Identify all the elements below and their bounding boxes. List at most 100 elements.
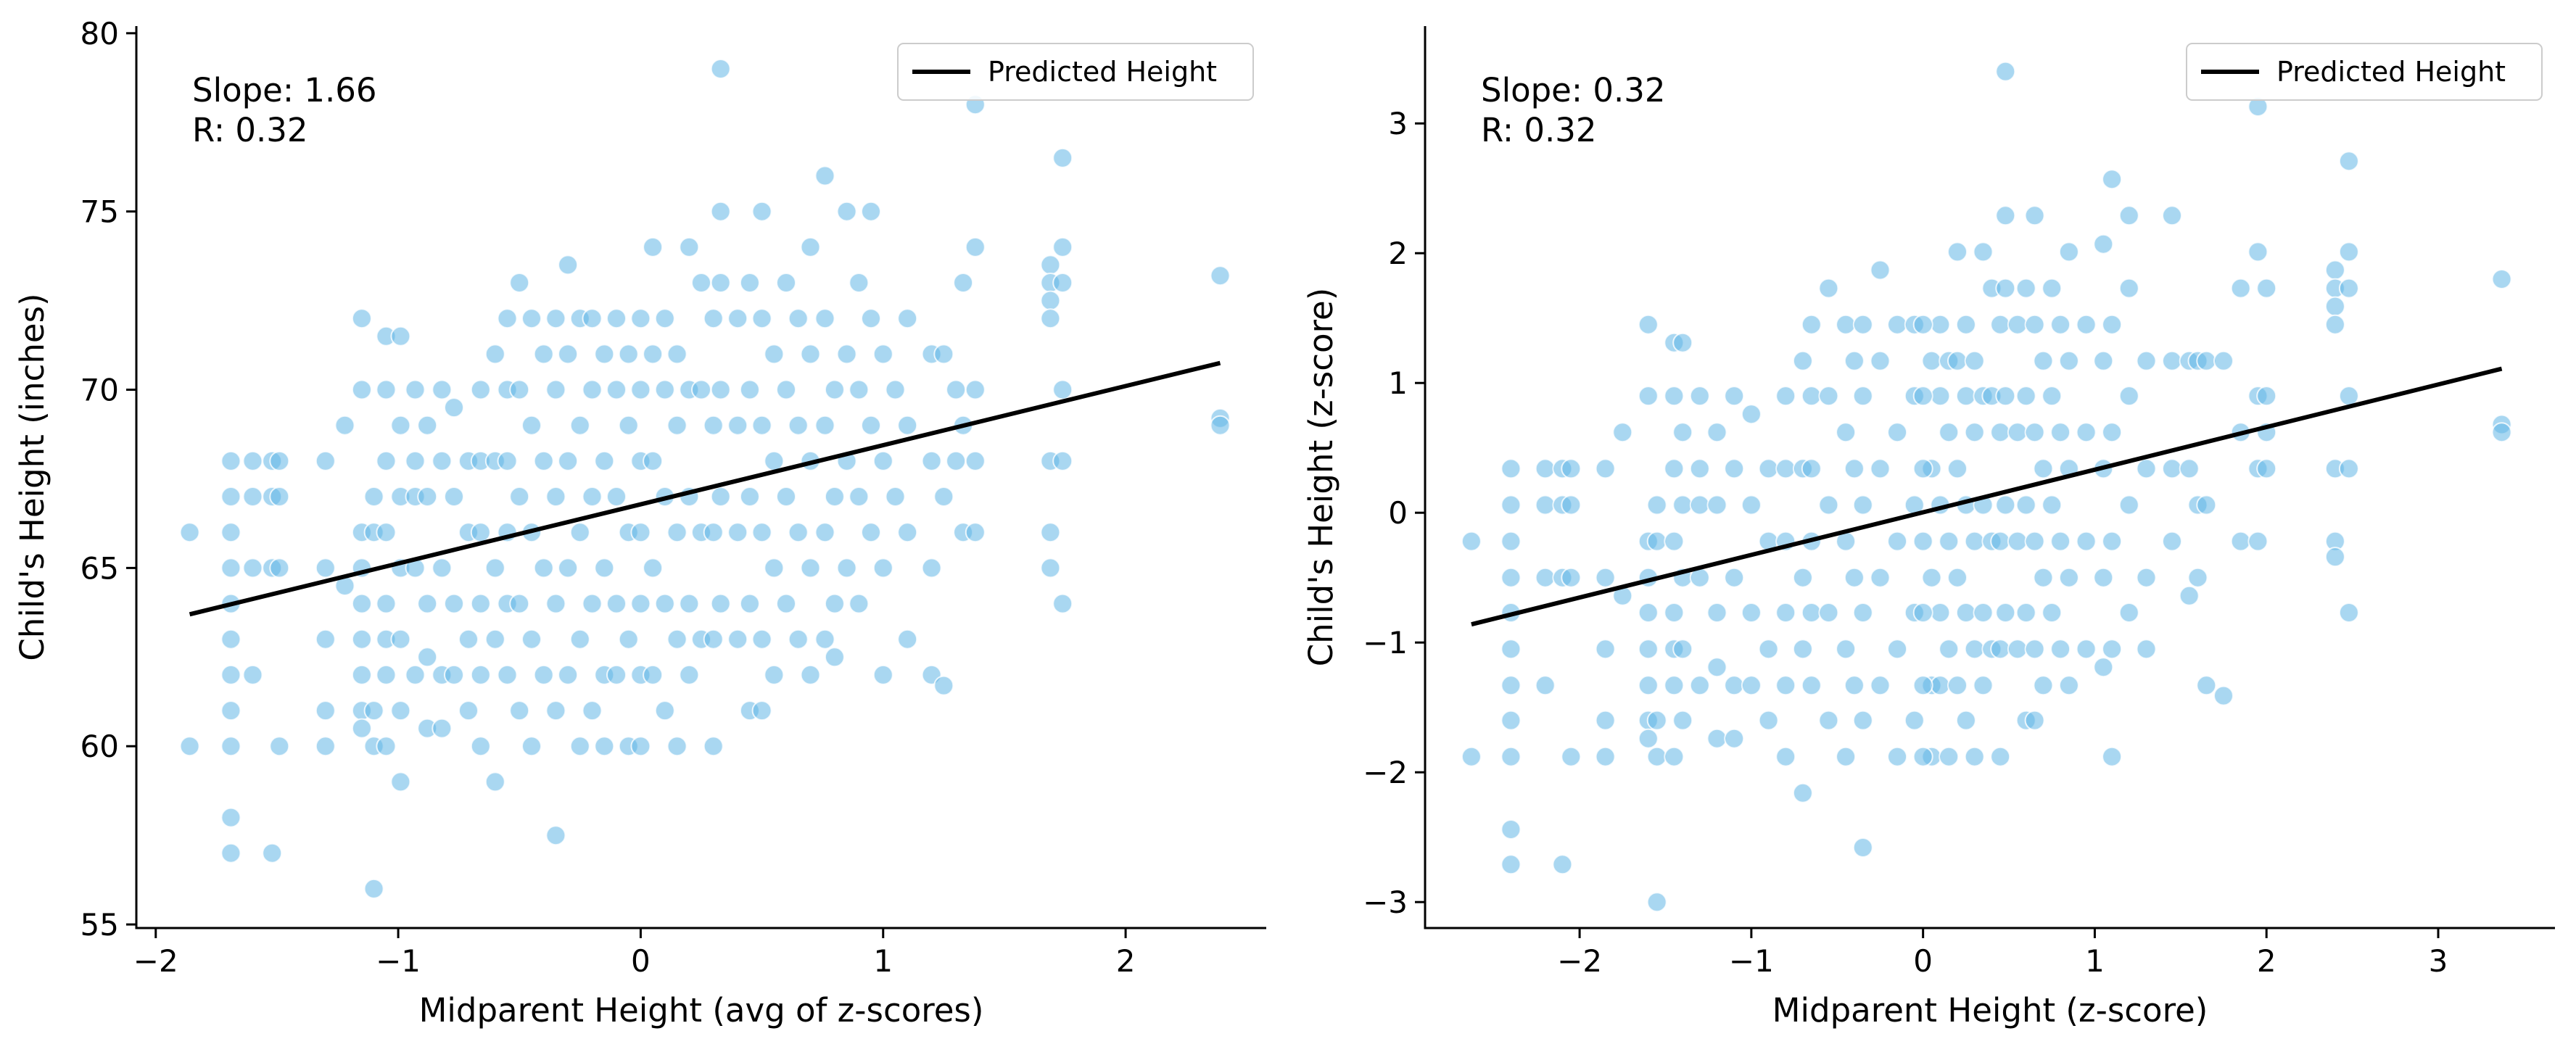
data-point — [582, 486, 603, 507]
data-point — [1689, 494, 1710, 515]
data-point — [458, 629, 479, 650]
data-point — [1870, 675, 1891, 696]
data-point — [1930, 386, 1951, 407]
data-point — [351, 308, 372, 329]
data-point — [1964, 746, 1985, 767]
data-point — [814, 629, 835, 650]
data-point — [2102, 746, 2123, 767]
data-point — [1818, 278, 1839, 299]
data-point — [1955, 314, 1976, 335]
data-point — [1052, 236, 1073, 257]
data-point — [1990, 531, 2011, 552]
data-point — [1706, 657, 1727, 678]
data-point — [432, 379, 453, 400]
data-point — [497, 664, 518, 685]
data-point — [2093, 567, 2114, 588]
data-point — [1664, 458, 1685, 479]
y-tick-label: −3 — [1363, 885, 1408, 920]
data-point — [897, 522, 918, 543]
data-point — [2015, 386, 2036, 407]
data-point — [710, 486, 731, 507]
data-point — [533, 450, 554, 471]
data-point — [2338, 458, 2359, 479]
data-point — [1844, 350, 1865, 371]
data-point — [1561, 567, 1582, 588]
data-point — [1724, 567, 1745, 588]
data-point — [1040, 254, 1061, 276]
data-point — [2247, 241, 2269, 262]
data-point — [1939, 639, 1960, 660]
data-point — [788, 308, 809, 329]
data-point — [220, 807, 242, 828]
data-point — [776, 593, 796, 614]
data-point — [220, 558, 242, 579]
data-point — [654, 700, 675, 721]
data-point — [1844, 567, 1865, 588]
data-point — [1500, 494, 1522, 515]
data-point — [1955, 602, 1976, 623]
data-point — [582, 379, 603, 400]
data-point — [444, 397, 464, 418]
data-point — [594, 558, 615, 579]
data-point — [470, 522, 491, 543]
data-point — [2042, 602, 2063, 623]
regression-line — [189, 360, 1221, 617]
data-point — [2093, 657, 2114, 678]
data-point — [2136, 458, 2157, 479]
data-point — [1758, 458, 1779, 479]
data-point — [2102, 169, 2123, 190]
legend: Predicted Height — [897, 43, 1254, 101]
data-point — [836, 201, 857, 222]
data-point — [953, 273, 974, 293]
data-point — [2076, 314, 2097, 335]
data-point — [2102, 531, 2123, 552]
data-point — [630, 593, 651, 614]
data-point — [1040, 558, 1061, 579]
data-point — [1912, 314, 1933, 335]
data-point — [710, 201, 731, 222]
data-point — [1775, 746, 1796, 767]
data-point — [2338, 151, 2359, 172]
data-point — [432, 718, 453, 739]
data-point — [1887, 531, 1908, 552]
data-point — [376, 736, 397, 757]
data-point — [1500, 746, 1522, 767]
y-tick-label: 55 — [80, 907, 119, 943]
data-point — [666, 415, 688, 436]
data-point — [1672, 422, 1693, 443]
data-point — [836, 558, 857, 579]
data-point — [405, 450, 426, 471]
data-point — [2007, 422, 2028, 443]
y-tick-label: 0 — [1388, 495, 1408, 531]
data-point — [1741, 494, 1762, 515]
data-point — [727, 522, 748, 543]
data-point — [1646, 710, 1667, 731]
data-point — [1638, 602, 1659, 623]
data-point — [1973, 675, 1994, 696]
data-point — [2015, 494, 2036, 515]
data-point — [509, 486, 530, 507]
data-point — [269, 558, 290, 579]
data-point — [739, 486, 760, 507]
data-point — [1775, 458, 1796, 479]
data-point — [1741, 602, 1762, 623]
data-point — [269, 486, 290, 507]
data-point — [800, 558, 821, 579]
data-point — [363, 700, 384, 721]
data-point — [2050, 531, 2071, 552]
data-point — [315, 736, 336, 757]
data-point — [1595, 458, 1616, 479]
data-point — [1561, 458, 1582, 479]
data-point — [1672, 494, 1693, 515]
data-point — [2247, 531, 2269, 552]
data-point — [1792, 350, 1813, 371]
data-point — [1500, 567, 1522, 588]
data-point — [710, 59, 731, 79]
data-point — [1995, 61, 2016, 82]
data-point — [606, 593, 627, 614]
data-point — [1792, 567, 1813, 588]
data-point — [2024, 531, 2045, 552]
data-point — [2338, 241, 2359, 262]
